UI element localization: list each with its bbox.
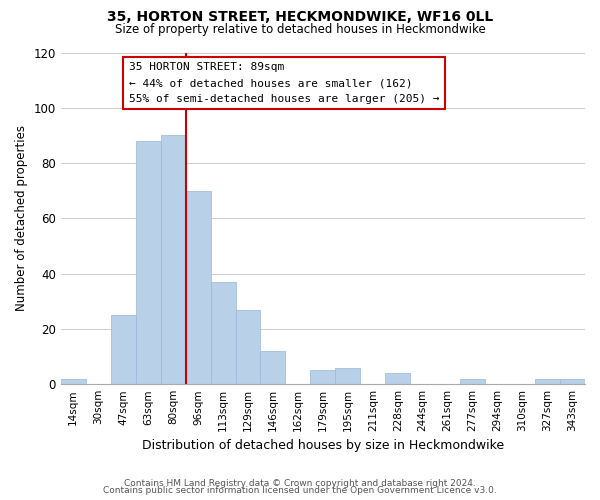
Bar	[385, 373, 410, 384]
Bar	[460, 378, 485, 384]
Text: 35 HORTON STREET: 89sqm
← 44% of detached houses are smaller (162)
55% of semi-d: 35 HORTON STREET: 89sqm ← 44% of detache…	[129, 62, 439, 104]
X-axis label: Distribution of detached houses by size in Heckmondwike: Distribution of detached houses by size …	[142, 440, 504, 452]
Bar	[111, 315, 136, 384]
Bar	[185, 190, 211, 384]
Bar	[211, 282, 236, 384]
Bar	[560, 378, 585, 384]
Text: Contains public sector information licensed under the Open Government Licence v3: Contains public sector information licen…	[103, 486, 497, 495]
Y-axis label: Number of detached properties: Number of detached properties	[15, 126, 28, 312]
Bar	[260, 351, 286, 384]
Bar	[535, 378, 560, 384]
Text: Contains HM Land Registry data © Crown copyright and database right 2024.: Contains HM Land Registry data © Crown c…	[124, 478, 476, 488]
Bar	[310, 370, 335, 384]
Bar	[335, 368, 361, 384]
Text: Size of property relative to detached houses in Heckmondwike: Size of property relative to detached ho…	[115, 22, 485, 36]
Bar	[61, 378, 86, 384]
Bar	[136, 141, 161, 384]
Text: 35, HORTON STREET, HECKMONDWIKE, WF16 0LL: 35, HORTON STREET, HECKMONDWIKE, WF16 0L…	[107, 10, 493, 24]
Bar	[236, 310, 260, 384]
Bar	[161, 136, 185, 384]
